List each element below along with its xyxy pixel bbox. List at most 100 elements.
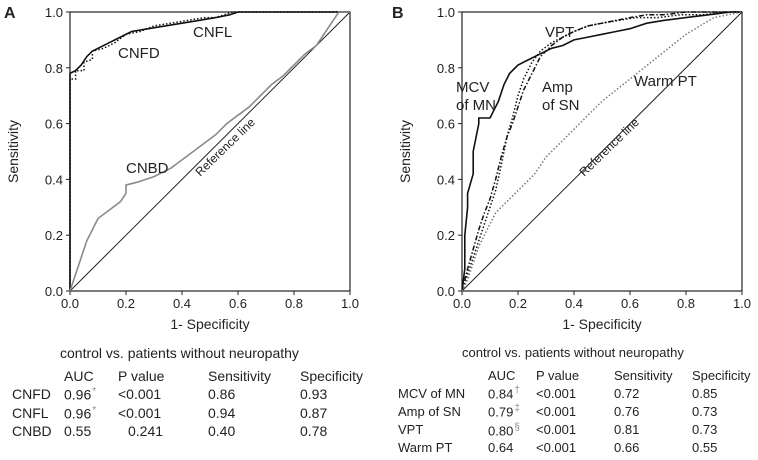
roc-panel-a: A 0.0 0.2 0.4 0.6 0.8 1.0 0.0 0.2 0.4 0.6 0.8 1.0 1- … <box>4 5 359 332</box>
table-cell: MCV of MN <box>398 385 466 401</box>
series-label: MCV <box>456 79 489 96</box>
auc-value: 0.96 <box>64 405 92 422</box>
auc-value: 0.55 <box>64 423 92 440</box>
table-header-cell: Sensitivity <box>208 368 272 384</box>
table-cell: Amp of SN <box>398 403 461 419</box>
auc-value: 0.84 <box>488 386 514 402</box>
table-cell: <0.001 <box>536 422 577 438</box>
table-header-cell: Specificity <box>300 368 364 384</box>
table-cell: 0.94 <box>208 404 236 421</box>
x-tick-label: 0.0 <box>61 296 79 311</box>
auc-value: 0.64 <box>488 439 514 455</box>
significance-marker: * <box>92 386 97 397</box>
y-tick-label: 0.0 <box>45 284 63 299</box>
series-label: Warm PT <box>634 73 697 90</box>
significance-marker: ‡ <box>514 403 520 415</box>
table-cell: 0.73 <box>692 403 718 419</box>
table-cell: Warm PT <box>398 439 453 455</box>
table-cell: <0.001 <box>536 385 577 401</box>
table-cell: 0.80§ <box>488 420 536 438</box>
table-row: Amp of SN 0.79‡ <0.001 0.76 0.73 <box>398 401 751 419</box>
reference-line <box>461 11 743 292</box>
table-cell: 0.85 <box>692 385 718 401</box>
roc-curve-cnbd <box>69 11 350 292</box>
table-row: Warm PT 0.64 <0.001 0.66 0.55 <box>398 438 751 455</box>
auc-value: 0.96 <box>64 386 92 403</box>
table-header-row: AUC P value Sensitivity Specificity <box>398 368 751 383</box>
reference-line <box>69 11 351 292</box>
auc-value: 0.79 <box>488 404 514 420</box>
table-row: CNFD 0.96* <0.001 0.86 0.93 <box>12 384 363 403</box>
x-tick-label: 0.6 <box>229 296 247 311</box>
x-tick-label: 0.6 <box>621 296 639 311</box>
table-cell: CNFL <box>12 404 49 421</box>
table-title-a: control vs. patients without neuropathy <box>60 345 299 361</box>
series-label: VPT <box>545 24 574 41</box>
table-title-b: control vs. patients without neuropathy <box>462 345 684 360</box>
y-tick-label: 0.6 <box>45 117 63 132</box>
y-tick-label: 0.2 <box>437 228 455 243</box>
table-cell: 0.55 <box>692 439 718 455</box>
x-tick-label: 0.4 <box>565 296 583 311</box>
table-header-cell: Specificity <box>692 368 751 383</box>
roc-curve-mcv-of-mn <box>461 11 742 292</box>
x-tick-label: 0.8 <box>285 296 303 311</box>
panel-letter: A <box>4 5 16 22</box>
table-cell: CNBD <box>12 423 52 440</box>
table-cell: 0.87 <box>300 404 328 421</box>
y-tick-label: 1.0 <box>45 5 63 20</box>
series-label: of SN <box>542 97 580 114</box>
significance-marker: † <box>514 385 520 396</box>
x-tick-label: 0.2 <box>117 296 135 311</box>
table-cell: 0.72 <box>614 385 640 401</box>
table-cell: 0.81 <box>614 422 640 438</box>
series-label: Amp <box>542 79 573 96</box>
table-cell: 0.84† <box>488 383 536 401</box>
table-cell: 0.241 <box>128 423 164 440</box>
x-axis-label: 1- Specificity <box>170 316 249 332</box>
y-tick-label: 1.0 <box>437 5 455 20</box>
x-tick-label: 1.0 <box>341 296 359 311</box>
table-cell: <0.001 <box>536 403 577 419</box>
table-header-row: AUC P value Sensitivity Specificity <box>12 368 363 384</box>
table-cell: 0.96* <box>64 384 118 403</box>
y-tick-label: 0.4 <box>437 172 455 187</box>
significance-marker: § <box>514 421 520 433</box>
x-tick-label: 0.0 <box>453 296 471 311</box>
table-cell: 0.93 <box>300 386 328 403</box>
table-row: VPT 0.80§ <0.001 0.81 0.73 <box>398 420 751 438</box>
x-tick-label: 0.8 <box>677 296 695 311</box>
table-cell: 0.86 <box>208 386 236 403</box>
series-label: CNFD <box>118 45 160 62</box>
table-header-cell: AUC <box>64 368 94 384</box>
y-axis-label: Sensitivity <box>397 120 413 183</box>
table-cell: <0.001 <box>118 404 162 421</box>
x-axis-label: 1- Specificity <box>562 316 641 332</box>
table-row: CNFL 0.96* <0.001 0.94 0.87 <box>12 403 363 422</box>
y-tick-label: 0.8 <box>45 61 63 76</box>
panel-letter: B <box>392 5 404 22</box>
table-cell: CNFD <box>12 386 51 403</box>
roc-curve-amp-of-sn <box>461 11 742 292</box>
plot-frame <box>461 11 743 292</box>
table-cell: 0.73 <box>692 422 718 438</box>
table-cell: 0.40 <box>208 423 236 440</box>
series-label: CNBD <box>126 160 169 177</box>
stats-table-b: AUC P value Sensitivity Specificity MCV … <box>398 368 751 455</box>
roc-curve-cnfl <box>69 11 350 291</box>
significance-marker: * <box>92 404 97 416</box>
table-cell: 0.66 <box>614 439 640 455</box>
table-row: CNBD 0.55 0.241 0.40 0.78 <box>12 421 363 439</box>
table-header-cell: Sensitivity <box>614 368 673 383</box>
y-tick-label: 0.2 <box>45 228 63 243</box>
y-tick-label: 0.6 <box>437 117 455 132</box>
table-cell: 0.55 <box>64 421 118 439</box>
y-tick-label: 0.8 <box>437 61 455 76</box>
table-cell: 0.76 <box>614 403 640 419</box>
table-cell: 0.64 <box>488 438 536 455</box>
table-cell: 0.79‡ <box>488 401 536 419</box>
reference-line-label: Reference line <box>577 115 643 179</box>
table-header-cell <box>12 368 64 384</box>
roc-curve-warm-pt <box>461 11 743 292</box>
